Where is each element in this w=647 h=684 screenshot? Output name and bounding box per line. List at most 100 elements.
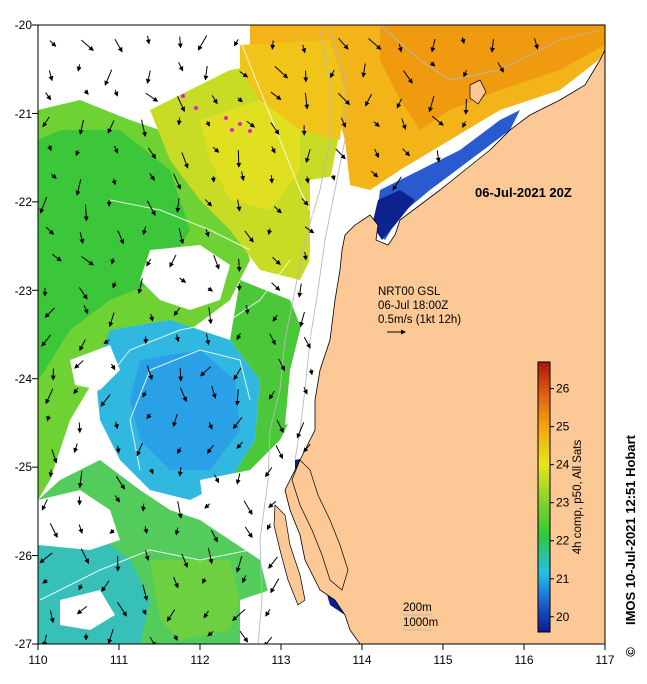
y-tick-label: -23 — [15, 284, 33, 298]
current-vector-arrow — [234, 389, 240, 406]
current-vector-arrow — [244, 230, 254, 243]
colorbar: 20 21 22 23 24 25 26 4h comp, p50, All Sats — [537, 361, 584, 633]
current-vector-arrow — [274, 66, 289, 79]
legend-scale: 0.5m/s (1kt 12h) — [378, 314, 461, 326]
current-vector-arrow — [210, 176, 216, 183]
current-vector-arrow — [147, 147, 157, 160]
current-vector-arrow — [205, 121, 210, 127]
legend-time: 06-Jul 18:00Z — [378, 300, 448, 312]
current-vector-arrow — [146, 365, 153, 381]
current-vector-arrow — [197, 35, 208, 51]
current-vector-arrow — [338, 37, 349, 50]
current-vector-arrow — [146, 200, 156, 216]
current-vector-arrow — [100, 394, 111, 407]
current-vector-arrow — [49, 523, 58, 538]
current-vector-arrow — [265, 609, 271, 617]
current-vector-arrow — [111, 178, 117, 186]
current-vector-arrow — [205, 333, 211, 346]
current-vector-arrow — [210, 530, 218, 543]
current-vector-arrow — [51, 449, 58, 464]
current-vector-arrow — [140, 503, 146, 512]
y-tick-label: -26 — [15, 549, 33, 563]
current-vector-arrow — [115, 476, 125, 490]
current-vector-arrow — [177, 36, 183, 49]
colorbar-label: 4h comp, p50, All Sats — [572, 440, 584, 555]
current-vector-arrow — [83, 304, 89, 315]
current-vector-arrow — [117, 602, 127, 617]
current-vector-arrow — [142, 226, 147, 236]
colorbar-tick-label: 22 — [556, 534, 570, 548]
current-vector-arrow — [301, 198, 309, 206]
current-vector-arrow — [435, 150, 441, 163]
current-vector-arrow — [272, 256, 281, 265]
y-tick-label: -20 — [15, 18, 33, 32]
current-vector-arrow — [370, 170, 379, 178]
current-vector-arrow — [268, 390, 275, 400]
current-vector-arrow — [110, 363, 116, 371]
current-vector-arrow — [143, 526, 149, 535]
dirk-hartog-island — [273, 504, 306, 606]
current-vector-arrow — [269, 333, 276, 346]
current-vector-arrow — [308, 368, 314, 376]
copyright-icon: © — [623, 647, 638, 657]
current-vector-arrow — [430, 38, 436, 53]
shark-bay-peninsula — [291, 459, 349, 591]
current-vector-arrow — [113, 421, 119, 430]
isobath-200m-label: 200m — [403, 602, 432, 614]
current-vector-arrow — [296, 422, 305, 439]
current-vector-arrow — [337, 92, 351, 106]
current-vector-arrow — [268, 556, 278, 569]
current-vector-arrow — [142, 391, 148, 398]
current-vector-arrow — [304, 226, 315, 234]
current-vector-arrow — [365, 93, 373, 107]
map-plot-area — [38, 25, 605, 644]
current-vector-arrow — [244, 526, 253, 539]
current-vector-arrow — [211, 385, 217, 399]
colorbar-tick-label: 20 — [556, 610, 570, 624]
current-vector-arrow — [497, 62, 504, 73]
current-vector-arrow — [206, 444, 214, 454]
current-vector-arrow — [76, 64, 82, 72]
current-vector-arrow — [303, 443, 311, 453]
current-vector-arrow — [402, 148, 411, 157]
current-vector-arrow — [48, 469, 54, 478]
isobath-legend: 200m 1000m — [403, 602, 438, 631]
current-vector-arrow — [233, 39, 239, 47]
current-vector-arrow — [149, 313, 154, 322]
colorbar-tick-label: 24 — [556, 458, 570, 472]
current-vector-arrow — [302, 251, 308, 261]
current-vector-arrow — [301, 44, 307, 54]
current-vector-arrow — [270, 146, 276, 154]
current-vector-arrow — [199, 366, 212, 377]
current-vector-arrow — [374, 148, 380, 159]
y-tick-label: -21 — [15, 107, 33, 121]
current-vector-arrow — [203, 65, 209, 81]
current-vector-arrow — [144, 550, 150, 562]
current-vector-arrow — [361, 63, 367, 78]
current-vector-arrow — [534, 38, 539, 50]
current-vector-arrow — [47, 145, 52, 152]
current-vector-arrow — [141, 609, 147, 616]
current-vector-arrow — [113, 89, 119, 97]
current-vector-arrow — [178, 62, 184, 72]
x-tick-label: 117 — [595, 653, 614, 667]
current-vector-arrow — [270, 40, 276, 50]
current-vector-arrow — [117, 230, 125, 245]
current-vector-arrow — [107, 628, 114, 644]
current-vector-arrow — [278, 358, 285, 372]
current-vector-arrow — [232, 416, 243, 430]
current-vector-arrow — [303, 336, 311, 349]
current-vector-arrow — [83, 204, 89, 222]
current-vector-arrow — [235, 556, 243, 573]
current-vector-arrow — [49, 610, 55, 624]
current-vector-arrow — [39, 552, 53, 564]
current-vector-arrow — [244, 304, 250, 315]
current-vector-arrow — [172, 414, 178, 428]
current-vector-arrow — [137, 278, 143, 295]
current-vector-arrow — [299, 311, 305, 328]
no-data-patches — [38, 25, 345, 644]
current-vector-arrow — [273, 206, 282, 214]
current-vector-arrow — [42, 634, 48, 644]
current-vector-arrow — [236, 258, 242, 273]
